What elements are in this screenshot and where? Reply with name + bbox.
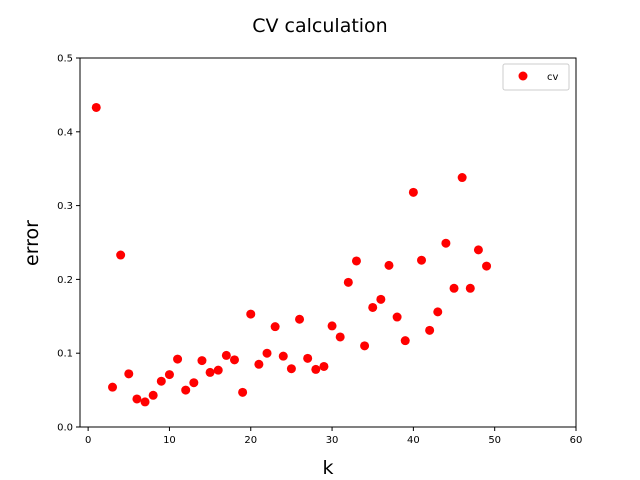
data-point <box>124 369 134 379</box>
legend-marker <box>518 71 528 81</box>
data-point <box>457 173 467 183</box>
y-tick-label: 0.0 <box>57 423 73 434</box>
data-point <box>270 322 280 332</box>
data-point <box>278 351 288 361</box>
data-point <box>156 376 166 386</box>
data-point <box>262 348 272 358</box>
x-axis-ticks: 0 10 20 30 40 50 60 <box>85 427 582 446</box>
data-point <box>205 367 215 377</box>
y-tick-label: 0.4 <box>57 127 73 138</box>
data-point <box>311 364 321 374</box>
x-tick-label: 0 <box>85 435 91 446</box>
x-axis-label: k <box>322 457 333 479</box>
data-point <box>197 356 207 366</box>
data-point <box>303 353 313 363</box>
data-point <box>425 325 435 335</box>
y-tick-label: 0.2 <box>57 275 73 286</box>
data-point <box>441 238 451 248</box>
data-point <box>319 361 329 371</box>
data-point <box>286 364 296 374</box>
data-point <box>343 277 353 287</box>
data-point <box>246 309 256 319</box>
data-point <box>433 307 443 317</box>
y-tick-label: 0.5 <box>57 54 73 65</box>
data-point <box>132 394 142 404</box>
legend-label: cv <box>547 72 558 83</box>
legend: cv <box>502 63 570 91</box>
data-point <box>229 355 239 365</box>
data-point <box>408 187 418 197</box>
data-point <box>148 390 158 400</box>
data-point <box>465 283 475 293</box>
data-point <box>108 382 118 392</box>
data-point <box>482 261 492 271</box>
x-tick-label: 30 <box>326 435 339 446</box>
data-point <box>295 314 305 324</box>
data-point <box>360 341 370 351</box>
data-point <box>368 302 378 312</box>
y-tick-label: 0.3 <box>57 201 73 212</box>
data-point <box>164 370 174 380</box>
data-point <box>400 336 410 346</box>
x-tick-label: 10 <box>163 435 176 446</box>
data-point <box>91 102 101 112</box>
data-point <box>213 365 223 375</box>
data-point <box>173 354 183 364</box>
data-point <box>238 387 248 397</box>
data-point <box>384 260 394 270</box>
x-tick-label: 50 <box>488 435 501 446</box>
data-point <box>189 378 199 388</box>
data-point <box>140 397 150 407</box>
data-point <box>351 256 361 266</box>
data-point <box>449 283 459 293</box>
data-point <box>392 312 402 322</box>
plot-area-frame <box>79 57 577 428</box>
data-point <box>335 332 345 342</box>
data-point <box>116 250 126 260</box>
y-axis-label: error <box>21 220 43 266</box>
data-point <box>181 385 191 395</box>
y-tick-label: 0.1 <box>57 349 73 360</box>
data-point <box>376 294 386 304</box>
data-point <box>221 350 231 360</box>
x-tick-label: 40 <box>407 435 420 446</box>
x-tick-label: 60 <box>570 435 583 446</box>
data-point <box>327 321 337 331</box>
data-points <box>91 102 492 407</box>
legend-box <box>502 63 570 91</box>
x-tick-label: 20 <box>244 435 257 446</box>
data-point <box>254 359 264 369</box>
chart-title: CV calculation <box>252 15 387 37</box>
data-point <box>417 255 427 265</box>
data-point <box>473 245 483 255</box>
y-axis-ticks: 0.0 0.1 0.2 0.3 0.4 0.5 <box>57 54 80 434</box>
